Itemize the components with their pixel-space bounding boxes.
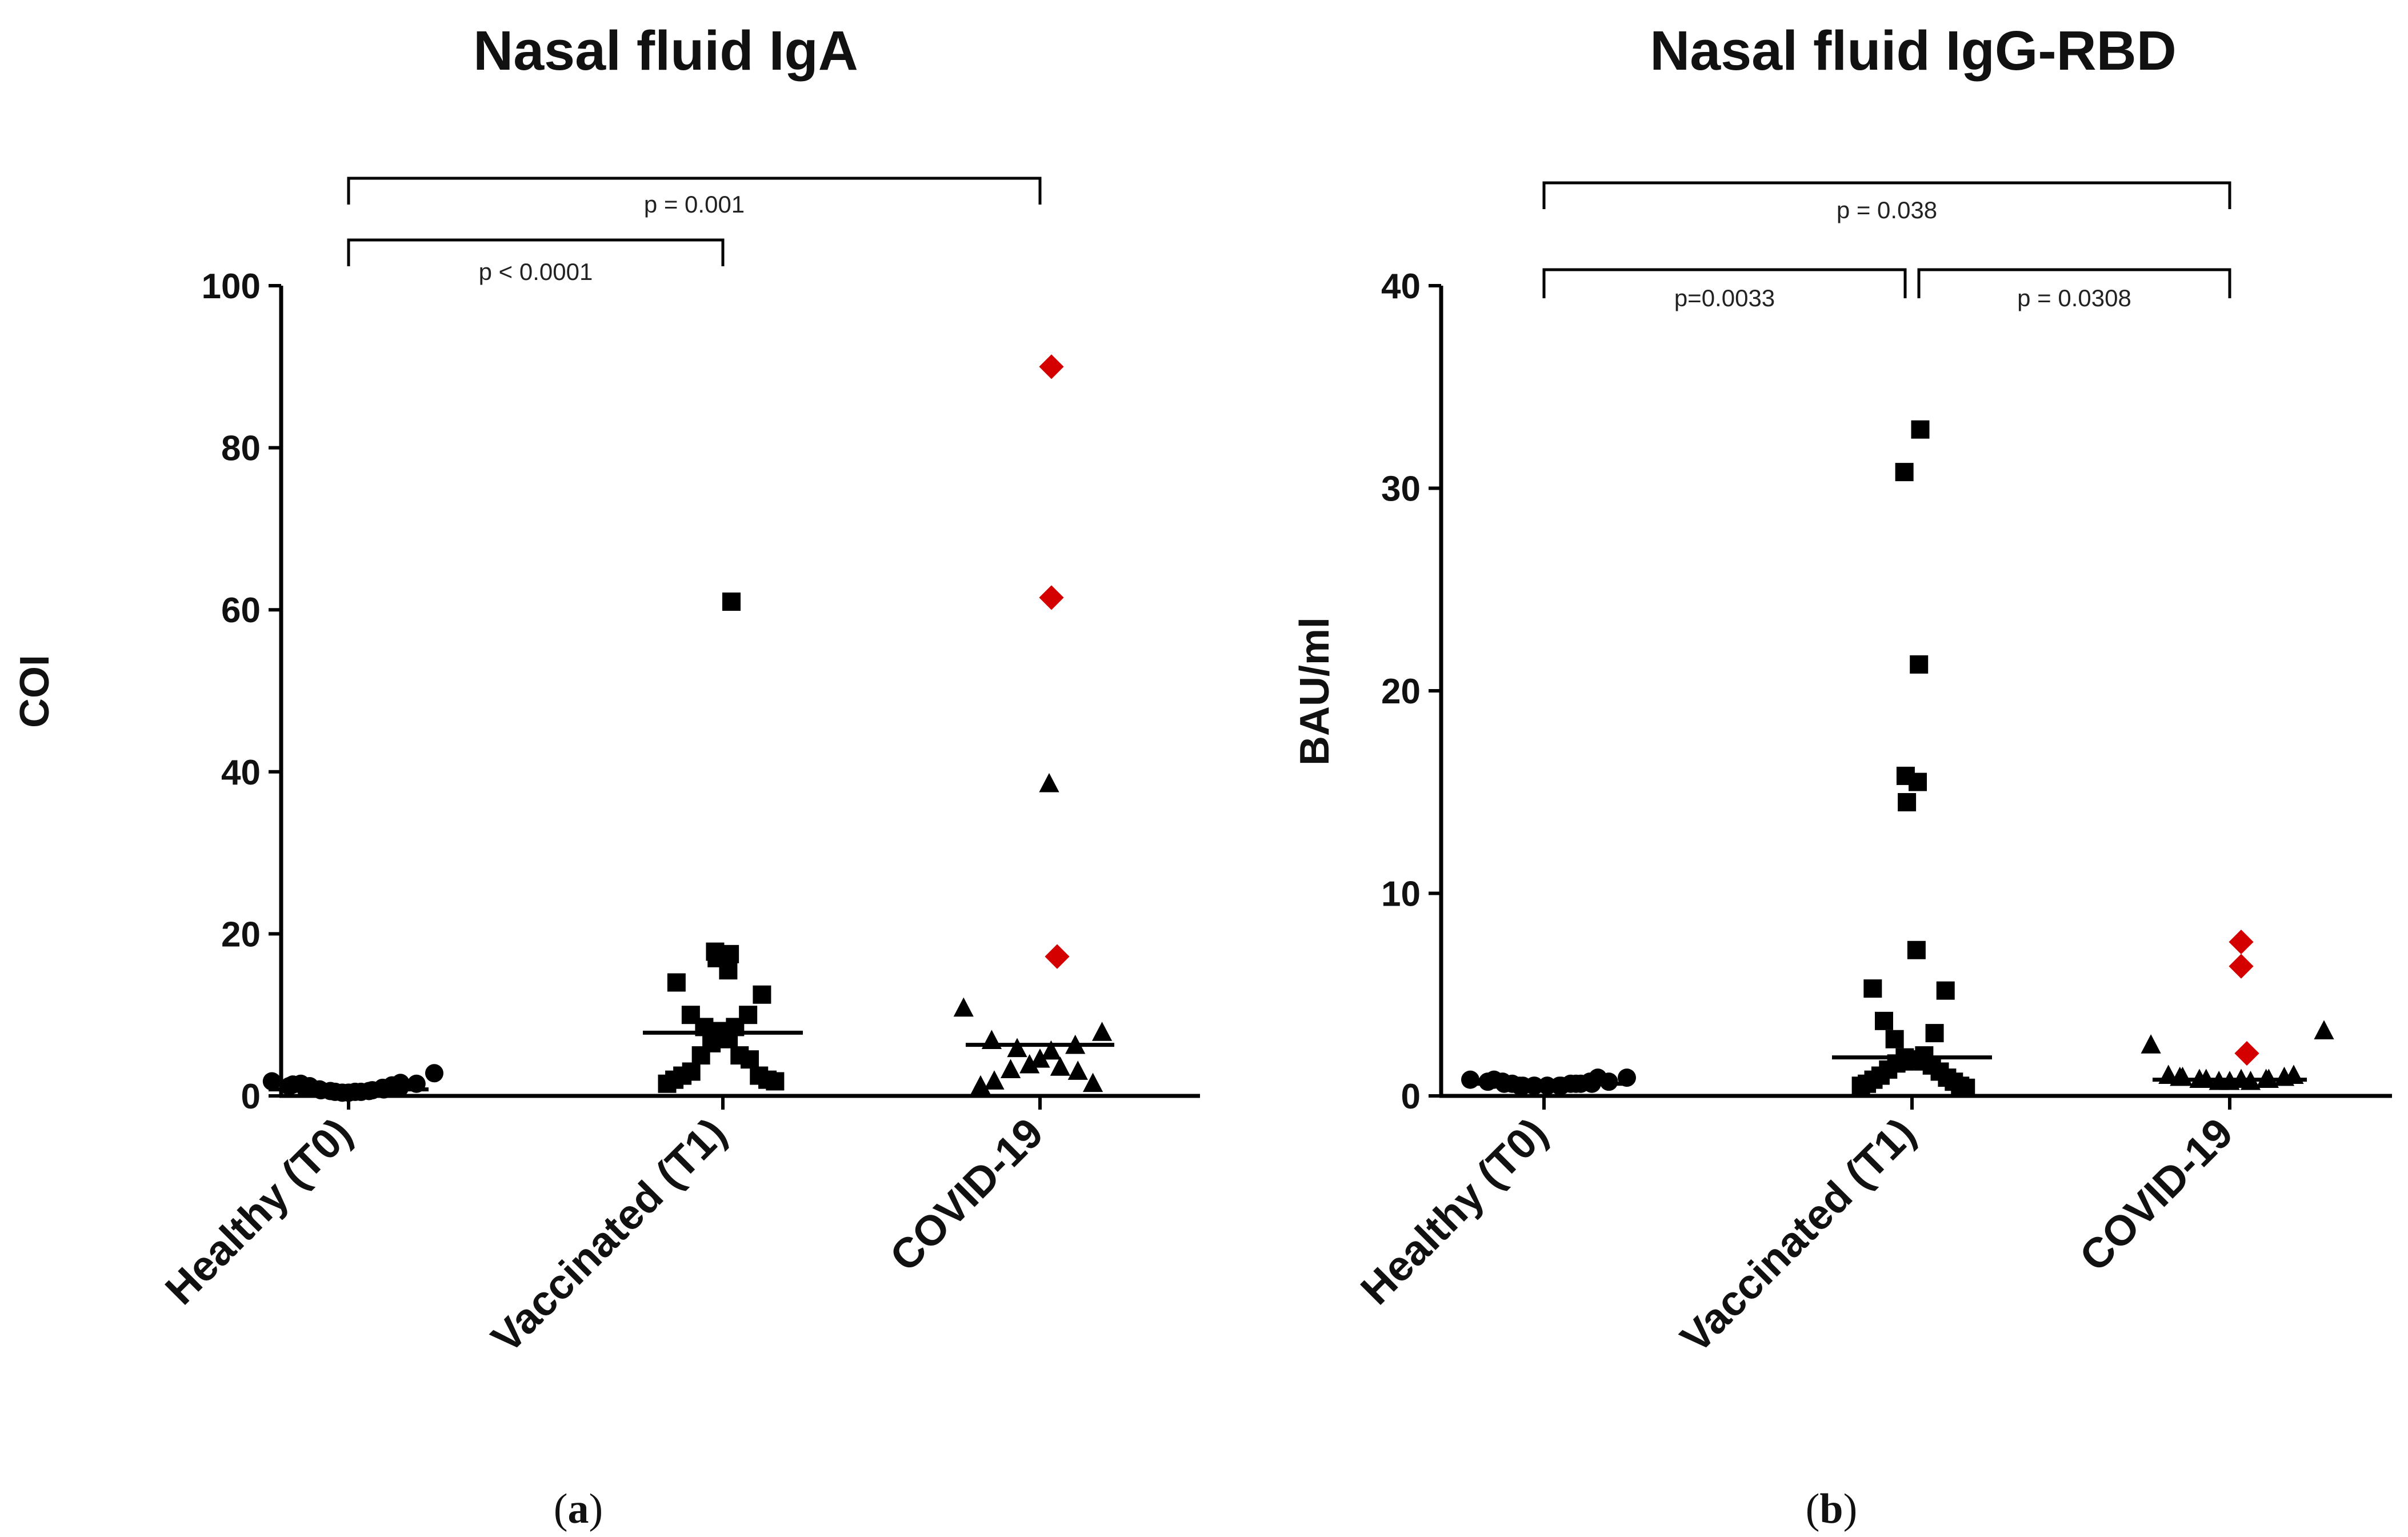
caption-letter: a: [568, 1486, 589, 1532]
data-point-square: [766, 1072, 785, 1091]
data-point-square: [1851, 1076, 1870, 1095]
data-point-square: [1925, 1024, 1944, 1043]
y-tick-label: 40: [221, 753, 261, 792]
y-tick-label: 0: [241, 1077, 261, 1116]
data-point-square: [1910, 655, 1929, 674]
chart-title: Nasal fluid IgG-RBD: [1650, 19, 2177, 82]
data-point-diamond: [2229, 954, 2254, 979]
data-point-triangle: [2141, 1034, 2161, 1054]
data-point-triangle: [1019, 1054, 1040, 1074]
panel-a: Nasal fluid IgA COI (a) 0 20 40 60 80 100 Heal…: [12, 19, 1200, 1532]
data-point-square: [753, 985, 771, 1004]
data-point-square: [658, 1074, 677, 1093]
data-point-triangle: [1041, 1040, 1062, 1060]
data-point-square: [722, 593, 741, 611]
data-point-triangle: [1000, 1059, 1021, 1079]
data-point-square: [1863, 979, 1882, 998]
data-point-triangle: [1091, 1022, 1113, 1041]
p-value-label: p < 0.0001: [479, 258, 593, 285]
y-tick-label: 20: [1381, 672, 1421, 711]
data-point-triangle: [1039, 772, 1059, 792]
y-tick-label: 80: [221, 429, 261, 469]
caption-letter: b: [1819, 1486, 1843, 1532]
significance-bracket: [347, 177, 1042, 205]
x-tick-label: COVID-19: [2070, 1109, 2242, 1280]
data-point-triangle: [2314, 1020, 2334, 1039]
data-point-triangle: [1030, 1048, 1050, 1068]
data-point-square: [667, 973, 686, 992]
data-point-triangle: [984, 1070, 1005, 1090]
p-value-label: p=0.0033: [1674, 285, 1775, 311]
data-point-circle: [262, 1072, 281, 1091]
data-point-square: [691, 1046, 710, 1065]
significance-bracket: [1542, 181, 2231, 209]
x-tick-label: Vaccinated (T1): [1671, 1109, 1925, 1362]
data-point-circle: [1485, 1070, 1503, 1089]
data-point-circle: [425, 1064, 443, 1083]
data-point-square: [1874, 1011, 1893, 1030]
data-point-diamond: [2229, 929, 2254, 955]
significance-bracket: [1917, 268, 2231, 298]
y-tick-label: 0: [1401, 1077, 1421, 1116]
x-tick-label: Vaccinated (T1): [482, 1109, 735, 1362]
data-point-triangle: [953, 997, 974, 1017]
y-axis-label: COI: [12, 655, 58, 728]
data-point-triangle: [1007, 1038, 1027, 1058]
data-point-square: [1957, 1078, 1975, 1097]
data-point-triangle: [970, 1075, 991, 1095]
y-tick-label: 10: [1381, 875, 1421, 914]
x-tick-label: Healthy (T0): [1351, 1109, 1556, 1314]
data-point-square: [741, 1050, 759, 1069]
data-point-diamond: [1039, 585, 1064, 610]
y-tick-label: 20: [221, 915, 261, 954]
data-point-diamond: [2234, 1040, 2259, 1066]
p-value-label: p = 0.001: [644, 191, 745, 218]
data-point-square: [1936, 981, 1955, 1000]
panel-b: Nasal fluid IgG-RBD BAU/ml (b) 0 10 20 30 40…: [1292, 19, 2392, 1532]
chart-title: Nasal fluid IgA: [473, 19, 858, 82]
data-point-circle: [1461, 1070, 1479, 1089]
significance-bracket: [347, 238, 725, 266]
panel-caption: (a): [554, 1486, 603, 1532]
data-point-triangle: [1067, 1060, 1088, 1080]
data-point-diamond: [1039, 354, 1064, 379]
x-tick-label: Healthy (T0): [156, 1109, 361, 1314]
y-tick-label: 100: [202, 267, 261, 306]
data-point-square: [1898, 792, 1917, 811]
y-tick-label: 30: [1381, 470, 1421, 509]
data-point-square: [719, 961, 738, 980]
data-point-triangle: [1082, 1072, 1103, 1092]
data-point-square: [1907, 940, 1926, 959]
data-point-triangle: [1050, 1056, 1071, 1076]
y-axis-label: BAU/ml: [1292, 617, 1338, 766]
y-tick-label: 40: [1381, 267, 1421, 306]
y-tick-label: 60: [221, 591, 261, 630]
data-point-square: [1911, 420, 1930, 439]
data-point-square: [1895, 463, 1914, 482]
p-value-label: p = 0.0308: [2017, 285, 2131, 311]
data-point-square: [1885, 1030, 1904, 1048]
data-point-diamond: [1045, 944, 1070, 969]
panel-caption: (b): [1806, 1486, 1857, 1532]
data-point-square: [1908, 772, 1927, 791]
x-tick-label: COVID-19: [881, 1109, 1052, 1280]
p-value-label: p = 0.038: [1837, 197, 1937, 223]
significance-bracket: [1542, 268, 1907, 298]
